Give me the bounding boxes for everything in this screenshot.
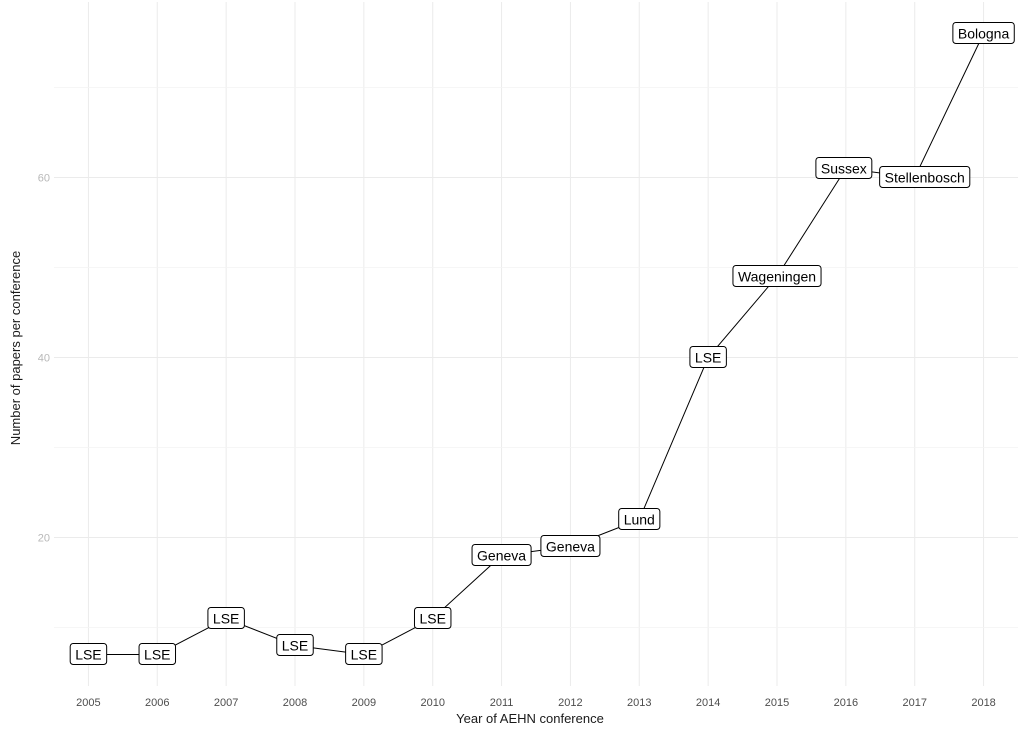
y-tick-label: 60 (38, 173, 50, 185)
x-tick-label: 2005 (76, 697, 100, 709)
point-label: LSE (138, 643, 177, 665)
point-label-text: LSE (282, 638, 308, 654)
point-label-box (207, 607, 245, 629)
point-label-box (413, 607, 452, 629)
x-tick-label: 2017 (902, 697, 926, 709)
point-label-text: Bologna (958, 26, 1010, 42)
point-label: Bologna (952, 22, 1015, 44)
x-tick-label: 2016 (834, 697, 858, 709)
series-line-group (88, 33, 985, 656)
point-label-text: LSE (351, 647, 377, 663)
point-label-text: Wageningen (738, 269, 816, 285)
point-label-box (345, 643, 383, 665)
x-tick-label: 2013 (627, 697, 651, 709)
point-label-box (540, 535, 601, 557)
point-label: LSE (413, 607, 452, 629)
point-label-box (952, 22, 1015, 44)
point-label-text: Stellenbosch (885, 170, 965, 186)
point-labels: LSE LSE LSE LSE LSE LSE Geneva Geneva Lund LSE Wag… (69, 22, 1015, 665)
y-tick-label: 20 (38, 533, 50, 545)
point-label: LSE (69, 643, 108, 665)
point-label-text: Geneva (546, 539, 595, 555)
point-label-text: LSE (144, 647, 170, 663)
x-tick-label: 2010 (420, 697, 444, 709)
point-label-box (471, 544, 532, 566)
point-label-box (815, 157, 873, 179)
point-label-box (276, 634, 314, 656)
point-label: Sussex (815, 157, 873, 179)
x-axis-ticks: 2005 2006 2007 2008 2009 2010 2011 2012 2013 2014… (76, 697, 996, 709)
point-label-box (138, 643, 177, 665)
x-tick-label: 2018 (971, 697, 995, 709)
point-label-text: LSE (419, 611, 445, 627)
point-label: Lund (618, 508, 661, 530)
x-tick-label: 2008 (283, 697, 307, 709)
point-label: LSE (345, 643, 383, 665)
point-label: Geneva (540, 535, 601, 557)
y-tick-label: 40 (38, 353, 50, 365)
point-label-text: LSE (213, 611, 239, 627)
y-axis-ticks: 20 40 60 (38, 173, 50, 545)
x-tick-label: 2009 (352, 697, 376, 709)
point-label-box (618, 508, 661, 530)
x-axis-title: Year of AEHN conference (456, 711, 604, 726)
point-label-box (732, 265, 822, 287)
point-label: Geneva (471, 544, 532, 566)
point-label: Wageningen (732, 265, 822, 287)
x-tick-label: 2006 (145, 697, 169, 709)
point-label-text: LSE (695, 350, 721, 366)
grid (54, 2, 1018, 686)
point-label-text: Geneva (477, 548, 526, 564)
point-label-text: Lund (624, 512, 655, 528)
point-label: LSE (207, 607, 245, 629)
point-label-text: Sussex (821, 161, 867, 177)
point-label: Stellenbosch (879, 166, 971, 188)
point-label-text: LSE (75, 647, 101, 663)
point-label-box (69, 643, 108, 665)
x-tick-label: 2007 (214, 697, 238, 709)
x-tick-label: 2012 (558, 697, 582, 709)
point-label-box (689, 346, 727, 368)
point-label: LSE (689, 346, 727, 368)
x-tick-label: 2011 (490, 697, 514, 709)
point-label: LSE (276, 634, 314, 656)
x-tick-label: 2015 (765, 697, 789, 709)
point-label-box (879, 166, 971, 188)
series-line (88, 33, 985, 656)
x-tick-label: 2014 (696, 697, 720, 709)
y-axis-title: Number of papers per conference (8, 251, 23, 445)
